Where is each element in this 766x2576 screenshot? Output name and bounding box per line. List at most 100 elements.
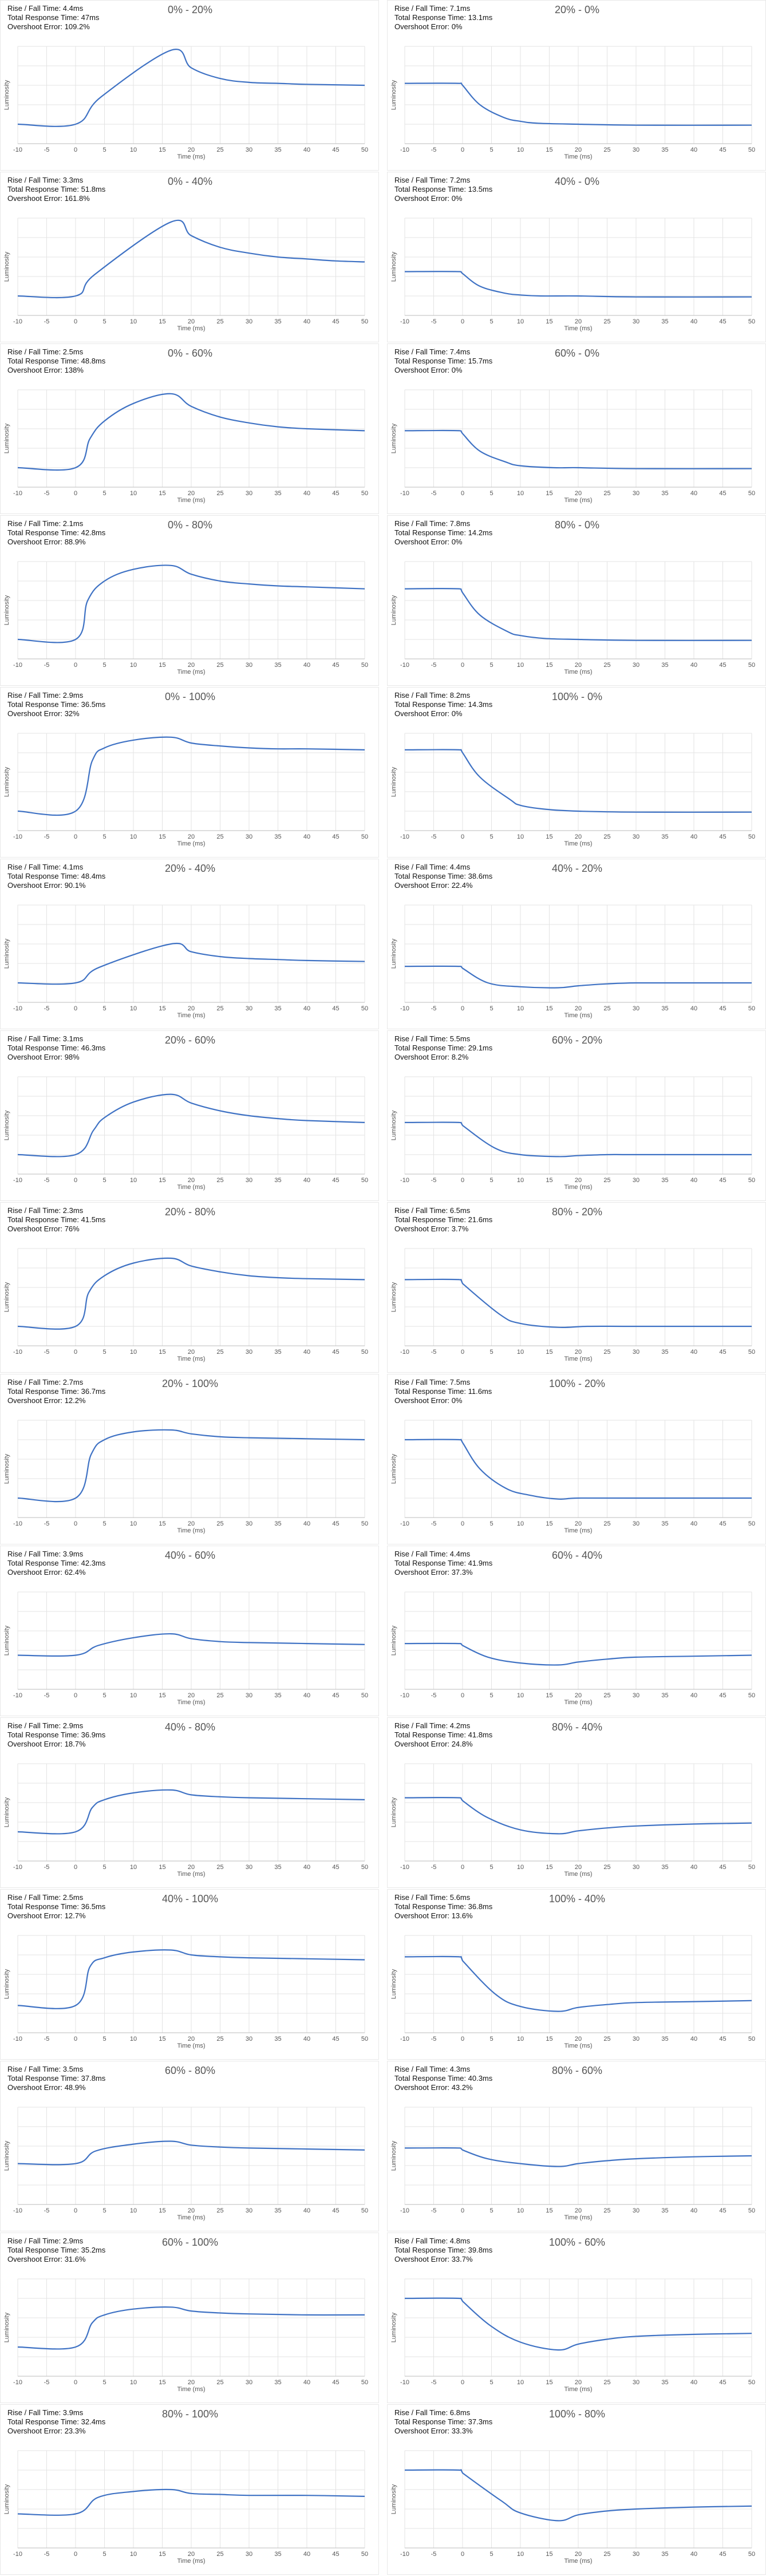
x-tick-label: 45 <box>719 662 726 669</box>
x-tick-label: 45 <box>719 2551 726 2558</box>
x-tick-label: 0 <box>461 1349 464 1356</box>
x-tick-label: 0 <box>74 662 77 669</box>
x-tick-label: 30 <box>246 1520 252 1527</box>
x-tick-label: 15 <box>159 1005 165 1012</box>
total-response-time-text: Total Response Time: 40.3ms <box>394 2074 493 2083</box>
x-tick-label: 50 <box>748 662 755 669</box>
x-tick-label: 15 <box>159 1520 165 1527</box>
total-response-time-text: Total Response Time: 42.8ms <box>7 528 106 537</box>
chart-title: 60% - 20% <box>551 1034 603 1046</box>
x-tick-label: 30 <box>633 490 639 497</box>
x-tick-label: 25 <box>603 318 610 325</box>
x-tick-label: -5 <box>431 2551 437 2558</box>
x-tick-label: 45 <box>719 147 726 153</box>
x-tick-label: 20 <box>188 490 195 497</box>
overshoot-error-text: Overshoot Error: 24.8% <box>394 1740 473 1748</box>
x-tick-label: 25 <box>603 1520 610 1527</box>
x-tick-label: 10 <box>130 1520 137 1527</box>
x-tick-label: -10 <box>400 318 409 325</box>
x-tick-label: -5 <box>44 2551 50 2558</box>
x-tick-label: 50 <box>361 1177 368 1184</box>
x-tick-label: 40 <box>690 490 697 497</box>
x-tick-label: 25 <box>603 1005 610 1012</box>
x-tick-label: 10 <box>517 1005 524 1012</box>
x-tick-label: 25 <box>216 2551 223 2558</box>
x-tick-label: -10 <box>13 2551 22 2558</box>
response-stats: Rise / Fall Time: 5.5ms Total Response Ti… <box>394 1034 492 1062</box>
x-tick-label: 45 <box>719 1864 726 1871</box>
x-axis-label: Time (ms) <box>564 2042 592 2049</box>
luminosity-plot: -10 -5 0 5 10 15 20 25 30 35 40 45 50 Time (ms) Lumino… <box>3 1420 368 1534</box>
x-tick-label: 20 <box>188 2207 195 2214</box>
x-tick-label: 0 <box>74 1177 77 1184</box>
rise-fall-time-text: Rise / Fall Time: 7.2ms <box>394 176 471 184</box>
x-axis-label: Time (ms) <box>564 669 592 675</box>
x-tick-label: 45 <box>332 1177 339 1184</box>
x-tick-label: 25 <box>216 2207 223 2214</box>
x-axis-label: Time (ms) <box>564 2214 592 2221</box>
x-tick-label: 50 <box>361 662 368 669</box>
y-axis-label: Luminosity <box>390 595 397 625</box>
x-tick-label: -5 <box>431 833 437 840</box>
x-tick-label: 45 <box>719 1692 726 1699</box>
total-response-time-text: Total Response Time: 11.6ms <box>394 1387 492 1396</box>
luminosity-plot: -10 -5 0 5 10 15 20 25 30 35 40 45 50 Time (ms) Lumino… <box>390 218 755 332</box>
x-tick-label: -10 <box>13 1692 22 1699</box>
response-stats: Rise / Fall Time: 4.1ms Total Response Ti… <box>7 863 105 890</box>
overshoot-error-text: Overshoot Error: 12.7% <box>7 1911 86 1920</box>
total-response-time-text: Total Response Time: 42.3ms <box>7 1559 106 1567</box>
x-tick-label: 0 <box>74 2207 77 2214</box>
chart-panel: Rise / Fall Time: 8.2ms Total Response Ti… <box>387 687 766 858</box>
response-stats: Rise / Fall Time: 8.2ms Total Response Ti… <box>394 691 492 718</box>
x-tick-label: 0 <box>461 2036 464 2042</box>
y-axis-label: Luminosity <box>390 1625 397 1656</box>
x-axis-label: Time (ms) <box>564 1012 592 1019</box>
x-tick-label: 45 <box>332 2551 339 2558</box>
x-tick-label: 5 <box>102 147 106 153</box>
total-response-time-text: Total Response Time: 51.8ms <box>7 185 106 193</box>
x-tick-label: 45 <box>719 1349 726 1356</box>
x-tick-label: 30 <box>633 1005 639 1012</box>
overshoot-error-text: Overshoot Error: 23.3% <box>7 2427 86 2435</box>
x-tick-label: 20 <box>188 833 195 840</box>
x-tick-label: 5 <box>102 1005 106 1012</box>
x-tick-label: 5 <box>489 318 493 325</box>
x-tick-label: 0 <box>74 2551 77 2558</box>
x-tick-label: -5 <box>44 662 50 669</box>
x-tick-label: 40 <box>690 1177 697 1184</box>
x-tick-label: 10 <box>517 2551 524 2558</box>
x-tick-label: 20 <box>575 833 582 840</box>
x-tick-label: 15 <box>546 1864 552 1871</box>
chart-title: 100% - 60% <box>548 2237 606 2248</box>
x-tick-label: -10 <box>400 662 409 669</box>
chart-panel: Rise / Fall Time: 2.9ms Total Response Ti… <box>0 2233 379 2403</box>
x-tick-label: 15 <box>159 318 165 325</box>
x-tick-label: 25 <box>216 2036 223 2042</box>
x-tick-label: 50 <box>361 1520 368 1527</box>
total-response-time-text: Total Response Time: 39.8ms <box>394 2246 493 2254</box>
x-tick-label: 15 <box>546 1005 552 1012</box>
x-tick-label: 0 <box>74 2036 77 2042</box>
x-tick-label: 20 <box>188 1520 195 1527</box>
x-tick-label: 35 <box>661 1520 668 1527</box>
x-tick-label: 20 <box>575 318 582 325</box>
x-tick-label: 35 <box>274 1177 281 1184</box>
y-axis-label: Luminosity <box>390 1110 397 1140</box>
response-stats: Rise / Fall Time: 4.4ms Total Response Ti… <box>394 1550 492 1577</box>
luminosity-plot: -10 -5 0 5 10 15 20 25 30 35 40 45 50 Time (ms) Lumino… <box>3 389 368 504</box>
chart-panel: Rise / Fall Time: 6.5ms Total Response Ti… <box>387 1202 766 1373</box>
chart-panel: Rise / Fall Time: 4.4ms Total Response Ti… <box>387 859 766 1029</box>
x-axis-label: Time (ms) <box>564 2386 592 2393</box>
luminosity-plot: -10 -5 0 5 10 15 20 25 30 35 40 45 50 Time (ms) Lumino… <box>3 1935 368 2049</box>
total-response-time-text: Total Response Time: 37.3ms <box>394 2417 493 2426</box>
x-tick-label: 20 <box>188 147 195 153</box>
luminosity-line <box>17 2306 365 2350</box>
x-tick-label: 35 <box>661 490 668 497</box>
response-stats: Rise / Fall Time: 7.8ms Total Response Ti… <box>394 519 492 547</box>
x-tick-label: 50 <box>748 1864 755 1871</box>
x-tick-label: 10 <box>130 147 137 153</box>
x-tick-label: 0 <box>74 833 77 840</box>
x-tick-label: 45 <box>332 1692 339 1699</box>
response-stats: Rise / Fall Time: 3.3ms Total Response Ti… <box>7 176 105 203</box>
y-axis-label: Luminosity <box>390 2140 397 2171</box>
